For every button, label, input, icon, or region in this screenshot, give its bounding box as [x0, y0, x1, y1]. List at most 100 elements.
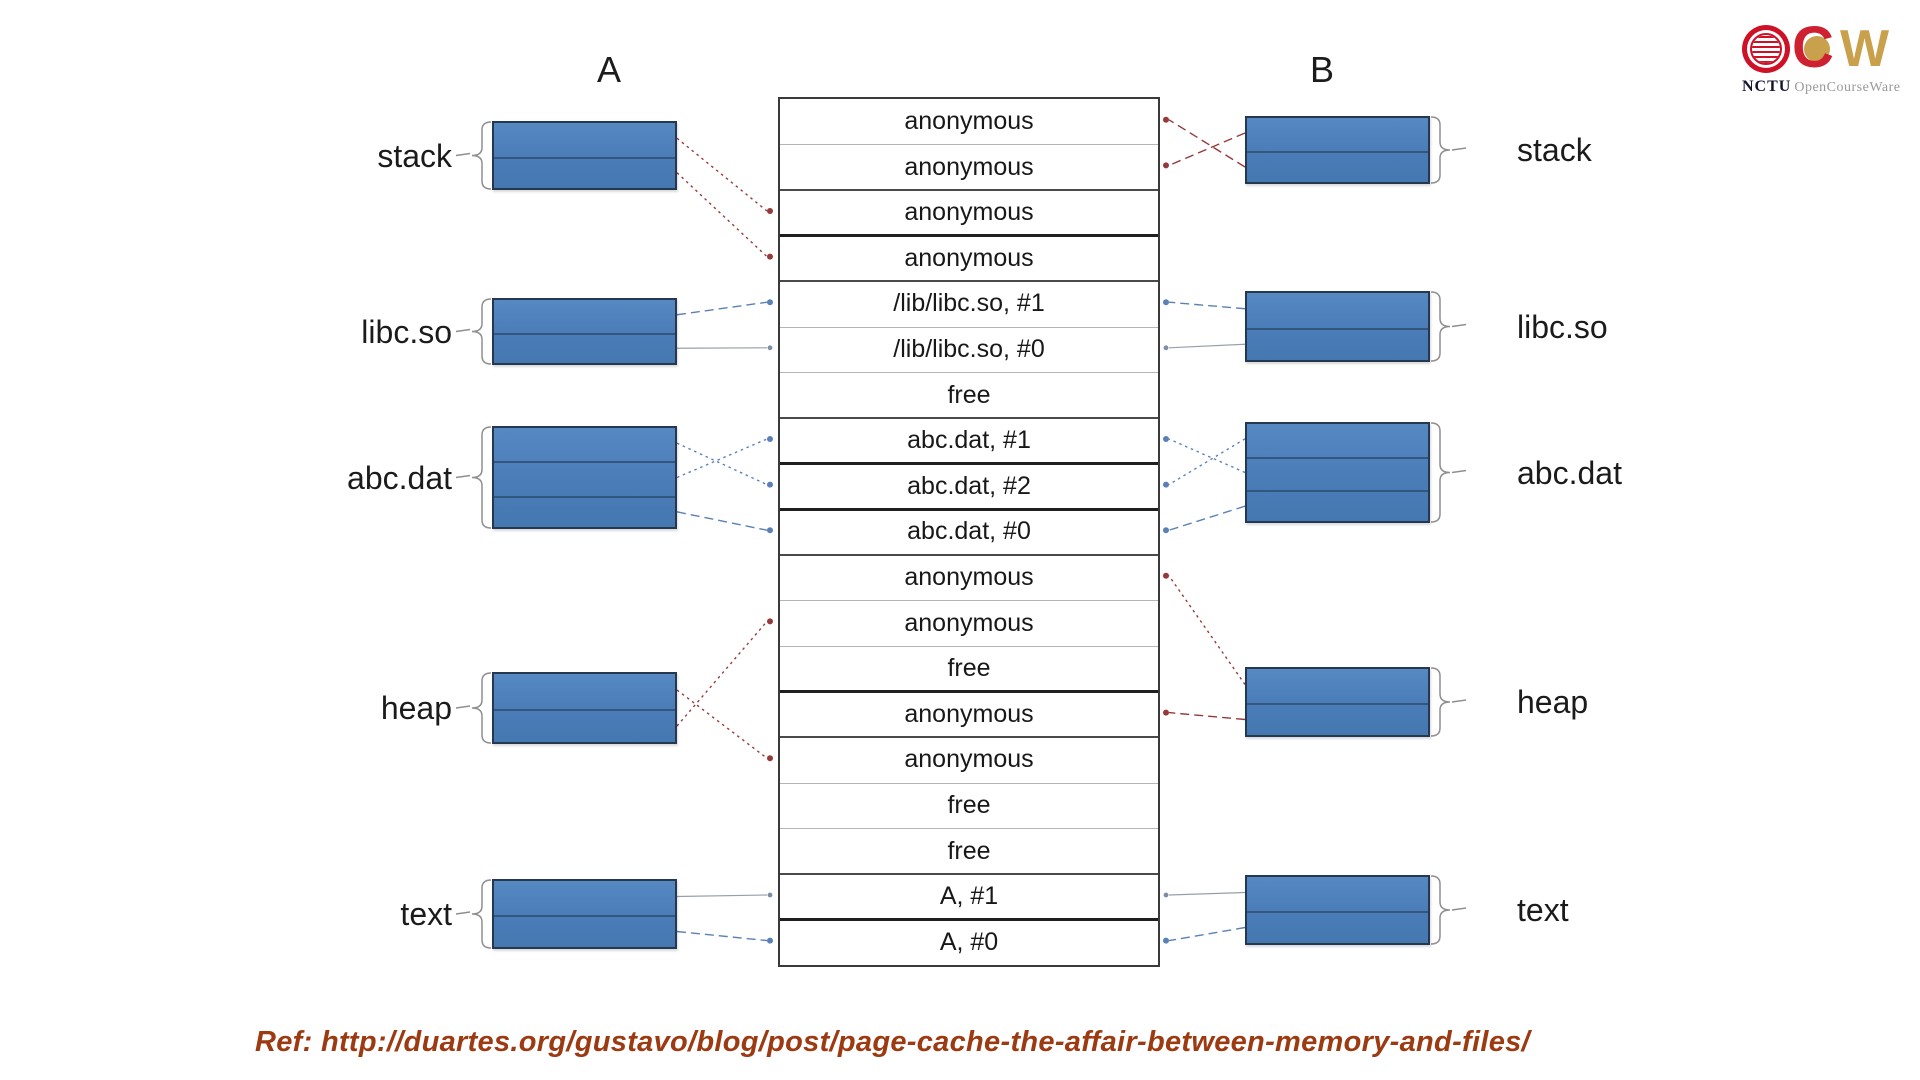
brace: [1430, 291, 1451, 362]
mapping-line-b-heap-1: [1168, 711, 1246, 721]
brace: [1430, 116, 1451, 184]
page-cache-row: A, #1: [939, 882, 999, 911]
line-endpoint-dot: [1163, 572, 1169, 579]
region-label-text: text: [1517, 892, 1569, 928]
label-leader-dash: [1451, 699, 1467, 703]
mapping-line-b-abc-2: [1168, 505, 1246, 531]
mapping-line-a-text-0: [676, 894, 768, 898]
brace: [471, 426, 492, 529]
page-cache-table: anonymous anonymous anonymous anonymous/lib…: [778, 97, 1160, 968]
line-endpoint-dot: [767, 618, 773, 625]
process-b-abc-box: [1245, 422, 1430, 523]
ocw-letter-c: C: [1792, 15, 1842, 80]
line-endpoint-dot: [1163, 162, 1169, 169]
line-endpoint-dot: [1163, 527, 1169, 534]
line-endpoint-dot: [1163, 345, 1169, 351]
line-endpoint-dot: [767, 299, 773, 306]
segment-divider: [1247, 327, 1428, 330]
label-leader-dash: [455, 911, 471, 915]
row-divider: [780, 918, 1158, 922]
page-cache-row: A, #0: [939, 927, 999, 956]
process-a-text-box: [492, 879, 677, 949]
page-cache-row: free: [947, 654, 991, 683]
mapping-line-b-text-0: [1168, 891, 1246, 896]
page-cache-row: anonymous: [904, 699, 1034, 728]
region-label-libc: libc.so: [361, 313, 452, 350]
label-leader-dash: [455, 328, 471, 333]
process-b-title: B: [1309, 49, 1335, 90]
mapping-line-b-text-1: [1168, 926, 1246, 942]
region-label-libc: libc.so: [1517, 308, 1608, 345]
line-endpoint-dot: [767, 436, 773, 442]
mapping-line-a-abc-1: [676, 438, 768, 479]
segment-divider: [1247, 151, 1428, 153]
process-b-text-box: [1245, 875, 1430, 945]
brace: [1430, 667, 1451, 737]
mapping-line-b-abc-0: [1168, 438, 1246, 486]
row-divider: [780, 462, 1158, 466]
page-cache-row: /lib/libc.so, #1: [893, 289, 1045, 318]
label-leader-dash: [455, 152, 471, 157]
logo-org-text: NCTU: [1742, 78, 1792, 95]
segment-divider: [494, 915, 675, 917]
page-cache-row: anonymous: [904, 563, 1034, 591]
segment-divider: [494, 332, 675, 335]
mapping-line-b-stack-0: [1168, 132, 1246, 167]
line-endpoint-dot: [767, 253, 773, 260]
line-endpoint-dot: [767, 481, 773, 488]
page-cache-row: anonymous: [904, 608, 1034, 637]
page-cache-row: abc.dat, #0: [907, 517, 1031, 546]
mapping-line-a-text-1: [676, 930, 768, 942]
row-divider: [780, 417, 1158, 420]
page-cache-row: /lib/libc.so, #0: [893, 335, 1045, 363]
ocw-c-glyph: C: [1792, 15, 1834, 80]
mapping-line-a-stack-0: [676, 137, 768, 212]
line-endpoint-dot: [767, 527, 773, 534]
label-leader-dash: [1451, 469, 1467, 474]
mapping-line-b-libc-1: [1168, 343, 1246, 349]
row-divider: [780, 234, 1158, 238]
row-divider: [780, 782, 1158, 784]
label-leader-dash: [455, 705, 471, 709]
mapping-line-a-heap-1: [676, 620, 768, 727]
logo-name-text: OpenCourseWare: [1794, 80, 1901, 95]
process-b-stack-box: [1245, 116, 1430, 184]
row-divider: [780, 690, 1158, 694]
page-cache-row: anonymous: [904, 152, 1034, 181]
mapping-line-a-libc-0: [676, 301, 768, 316]
line-endpoint-dot: [767, 208, 773, 214]
nctu-seal-icon: [1742, 25, 1790, 73]
process-a-stack-box: [492, 121, 677, 190]
seal-outer-ring: [1750, 33, 1782, 65]
line-endpoint-dot: [1163, 299, 1169, 306]
mapping-line-a-abc-2: [676, 511, 768, 531]
line-endpoint-dot: [767, 892, 773, 898]
process-b-heap-box: [1245, 667, 1430, 737]
process-a-libc-box: [492, 298, 677, 365]
mapping-line-a-abc-0: [676, 442, 768, 486]
row-divider: [780, 828, 1158, 830]
row-divider: [780, 280, 1158, 283]
row-divider: [780, 326, 1158, 328]
segment-divider: [494, 709, 675, 711]
label-leader-dash: [1451, 907, 1467, 911]
row-divider: [780, 189, 1158, 192]
process-b-libc-box: [1245, 291, 1430, 362]
row-divider: [780, 600, 1158, 602]
region-label-heap: heap: [380, 690, 452, 726]
mapping-line-a-stack-1: [676, 172, 768, 258]
brace: [471, 672, 492, 744]
line-endpoint-dot: [1163, 892, 1169, 898]
row-divider: [780, 554, 1158, 556]
segment-divider: [1247, 490, 1428, 493]
segment-divider: [1247, 911, 1428, 913]
page-cache-row: abc.dat, #1: [907, 426, 1031, 455]
label-leader-dash: [1451, 323, 1467, 328]
row-divider: [780, 372, 1158, 374]
region-label-stack: stack: [1517, 132, 1592, 168]
line-endpoint-dot: [767, 345, 773, 351]
segment-divider: [494, 495, 675, 498]
line-endpoint-dot: [1163, 481, 1169, 488]
